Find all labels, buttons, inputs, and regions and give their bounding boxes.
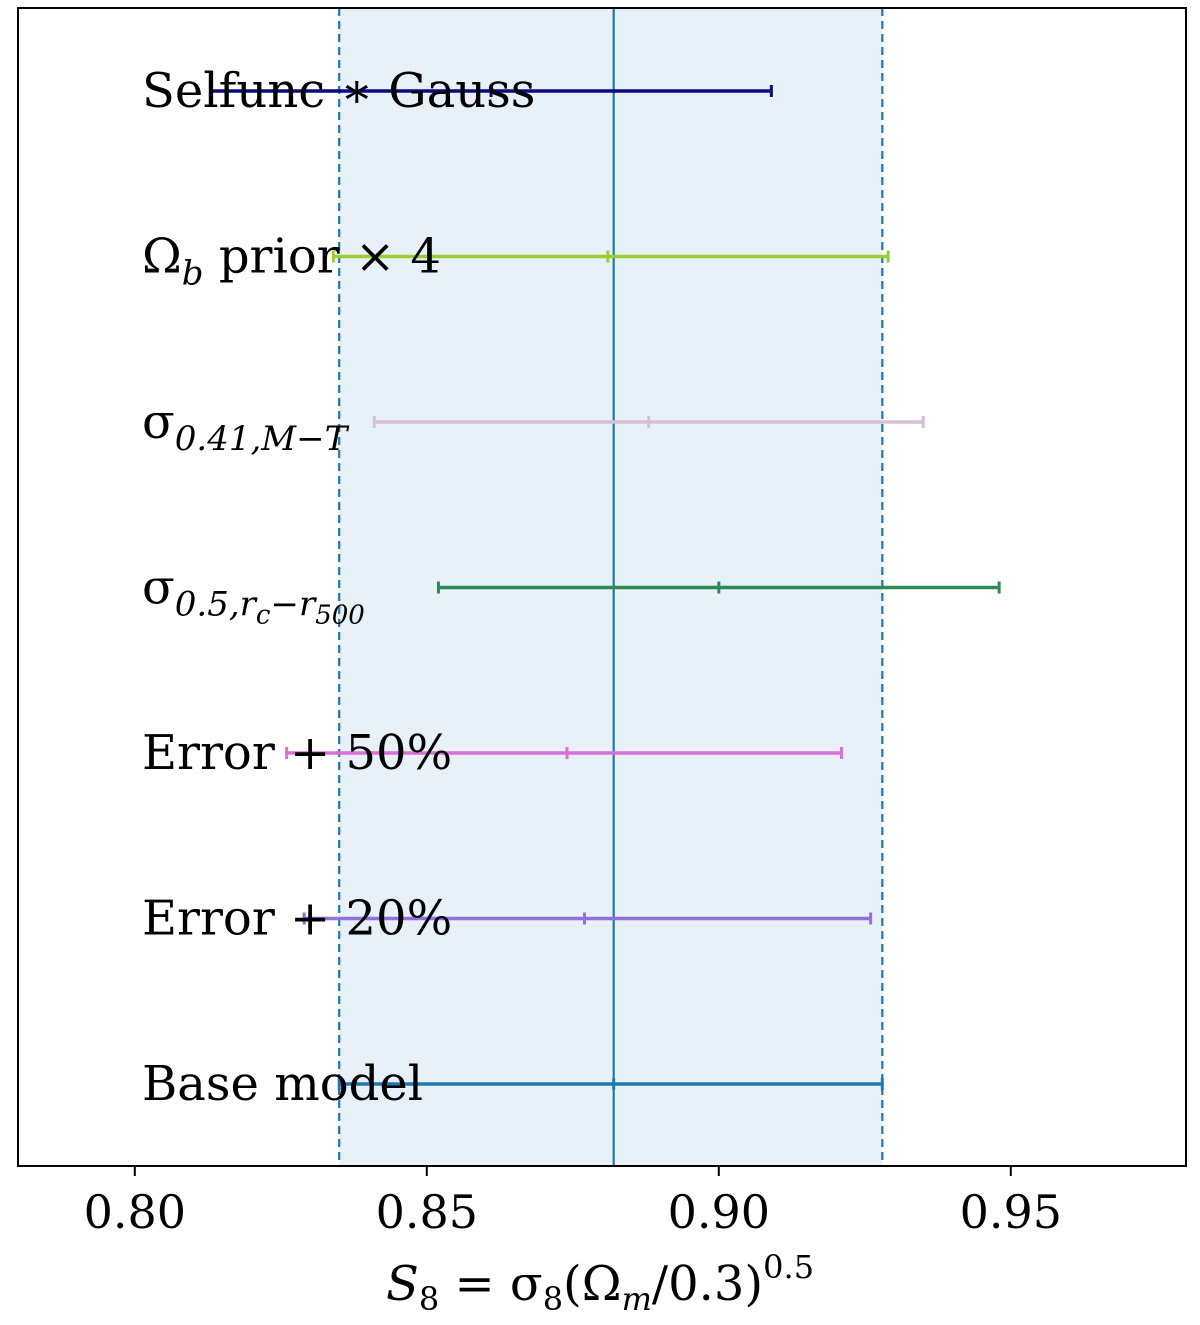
error-bar-1 (331, 250, 890, 263)
row-label-part: −r (270, 585, 316, 625)
row-label-part: b (182, 254, 204, 294)
x-tick-label-0: 0.80 (84, 1185, 186, 1239)
row-label-5: Error + 20% (142, 891, 452, 947)
row-label-part: σ (142, 394, 175, 450)
row-label-part: prior × 4 (204, 229, 441, 285)
x-axis-label: S8 = σ8(Ωm/0.3)0.5 (386, 1248, 814, 1318)
x-axis-ticks: 0.80 0.85 0.90 0.95 (84, 1166, 1062, 1239)
plot-frame (17, 7, 1187, 1167)
x-tick-label-3: 0.95 (960, 1185, 1062, 1239)
row-label-part: 0.41,M−T (175, 419, 350, 459)
row-label-part: σ (142, 560, 175, 616)
row-label-part: c (256, 601, 271, 631)
row-label-2: σ0.41,M−T (142, 394, 350, 459)
error-bar-6 (337, 1078, 884, 1090)
row-label-4: Error + 50% (142, 725, 452, 781)
row-label-1: Ωb prior × 4 (142, 229, 441, 294)
row-label-0: Selfunc ∗ Gauss (142, 63, 535, 119)
error-bar-3 (436, 581, 1001, 594)
x-tick-label-2: 0.90 (668, 1185, 770, 1239)
x-tick-label-1: 0.85 (376, 1185, 478, 1239)
row-label-3: σ0.5,rc−r500 (142, 560, 365, 631)
error-bars-layer (209, 85, 1001, 1090)
error-bar-4 (285, 747, 843, 759)
error-bar-0 (209, 85, 773, 97)
error-bar-2 (372, 416, 925, 428)
row-label-6: Base model (142, 1056, 423, 1112)
row-label-part: Ω (142, 229, 182, 285)
row-label-part: 0.5,r (175, 585, 258, 625)
error-bar-5 (302, 912, 873, 925)
row-label-part: 500 (315, 601, 365, 631)
